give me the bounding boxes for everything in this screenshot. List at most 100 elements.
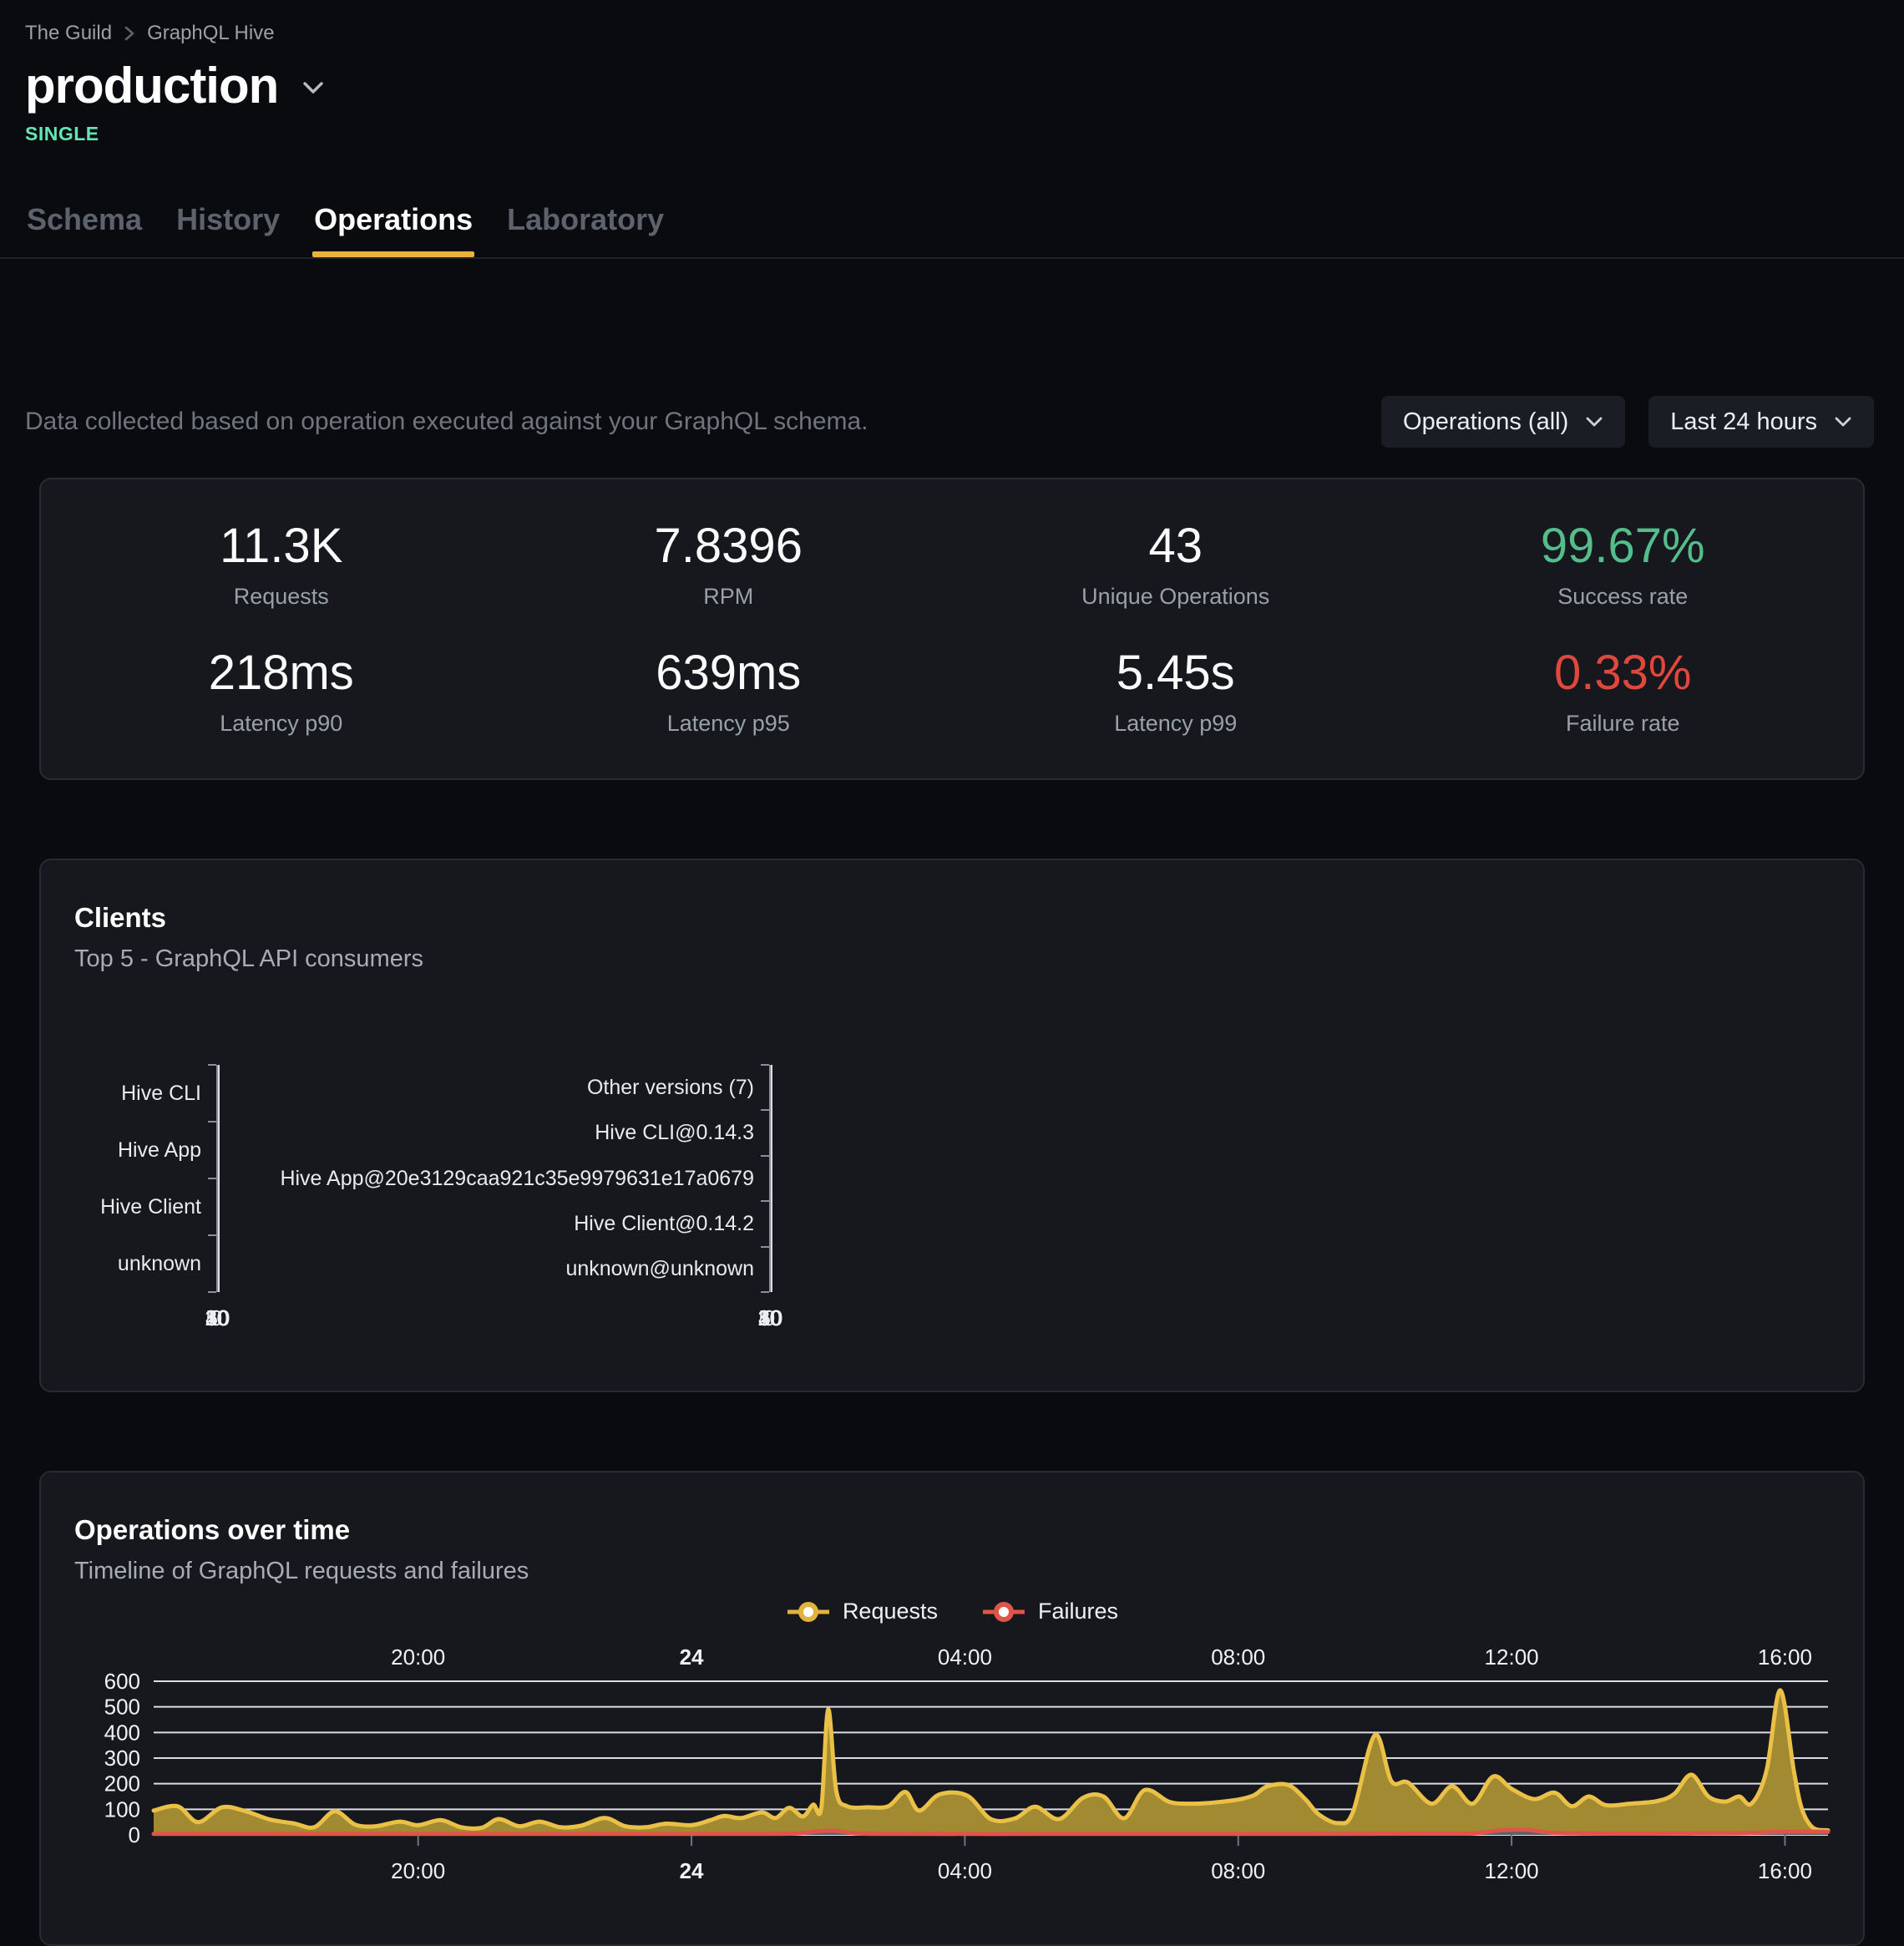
x-tick-label: 0 [210,1305,223,1330]
timeline-chart: 0 100 200 300 400 500 600 20:00 20:00 24 24 04:00 04… [74,1643,1831,1898]
bar-category-label: unknown [117,1251,201,1275]
stat-label: Latency p99 [1114,711,1238,736]
controls-row: Data collected based on operation execut… [0,396,1904,448]
stat-label: Failure rate [1565,711,1680,736]
target-type-badge: SINGLE [25,123,99,144]
stats-panel: 11.3K Requests 7.8396 RPM 43 Unique Oper… [39,478,1865,780]
svg-text:600: 600 [104,1669,140,1694]
breadcrumb-project[interactable]: GraphQL Hive [147,22,275,44]
stat-failure-rate: 0.33% Failure rate [1400,645,1847,737]
bar-category-label: Hive CLI@0.14.3 [595,1121,754,1145]
svg-text:12:00: 12:00 [1485,1644,1539,1670]
stat-latency-p90: 218ms Latency p90 [58,645,505,737]
clients-title: Clients [74,902,167,933]
x-tick-label: 30 [205,1305,230,1330]
stat-success-rate: 99.67% Success rate [1400,518,1847,610]
axis-tick [208,1234,216,1236]
tab-schema[interactable]: Schema [25,202,144,257]
svg-text:300: 300 [104,1746,140,1771]
stat-label: RPM [703,584,754,609]
svg-text:0: 0 [129,1822,140,1847]
chevron-down-icon [1586,417,1603,427]
bar-category-label: Hive Client [100,1194,201,1219]
stat-value: 7.8396 [654,519,803,573]
axis-tick [761,1245,769,1248]
bar-category-label: Hive App [117,1138,201,1162]
operations-filter-value: Operations (all) [1403,408,1569,435]
gridline [218,1065,220,1292]
time-range-dropdown[interactable]: Last 24 hours [1648,396,1874,448]
operations-subtitle: Timeline of GraphQL requests and failure… [74,1558,529,1584]
svg-text:20:00: 20:00 [391,1858,445,1883]
svg-text:400: 400 [104,1720,140,1745]
axis-tick [208,1064,216,1066]
stat-latency-p95: 639ms Latency p95 [505,645,953,737]
stat-label: Requests [233,584,329,609]
bar-category-label: Other versions (7) [586,1075,754,1099]
data-collection-note: Data collected based on operation execut… [25,408,868,435]
legend-item-failures[interactable]: Failures [981,1599,1118,1624]
x-tick-label: 20 [757,1305,782,1330]
svg-text:20:00: 20:00 [391,1644,445,1670]
axis-tick [208,1121,216,1122]
x-tick-label: 10 [204,1305,229,1330]
axis-tick [761,1109,769,1112]
operations-title: Operations over time [74,1514,351,1545]
stat-value: 639ms [656,646,802,700]
page-title: production [25,58,279,114]
requests-series-marker-icon [787,1601,829,1622]
clients-by-name-bar-chart: Hive CLI Hive App Hive Client unknown 0 10 20 3… [74,1064,230,1344]
breadcrumb: The Guild GraphQL Hive [25,22,1879,45]
tab-history[interactable]: History [175,202,281,257]
svg-text:24: 24 [680,1858,704,1883]
tab-bar: Schema History Operations Laboratory [25,202,1879,257]
axis-tick [761,1291,769,1293]
stat-value: 43 [1148,519,1203,573]
stat-value: 11.3K [220,519,343,573]
axis-tick [761,1154,769,1157]
stat-unique-operations: 43 Unique Operations [952,518,1400,610]
x-tick-label: 10 [757,1305,782,1330]
svg-text:08:00: 08:00 [1211,1644,1265,1670]
tab-laboratory[interactable]: Laboratory [505,202,666,257]
svg-text:16:00: 16:00 [1758,1644,1812,1670]
stat-value: 5.45s [1116,646,1235,700]
svg-text:04:00: 04:00 [938,1644,992,1670]
breadcrumb-org[interactable]: The Guild [25,22,113,44]
filters: Operations (all) Last 24 hours [1381,396,1874,448]
legend-item-requests[interactable]: Requests [786,1599,938,1624]
operations-filter-dropdown[interactable]: Operations (all) [1381,396,1626,448]
operations-over-time-panel: Operations over time Timeline of GraphQL… [39,1471,1865,1946]
target-selector-chevron-down-icon[interactable] [300,79,327,100]
time-range-value: Last 24 hours [1670,408,1817,435]
stat-label: Latency p90 [220,711,343,736]
stat-label: Latency p95 [666,711,790,736]
svg-text:16:00: 16:00 [1758,1858,1812,1883]
x-tick-label: 30 [757,1305,782,1330]
axis-tick [761,1064,769,1066]
svg-text:12:00: 12:00 [1485,1858,1539,1883]
x-tick-label: 50 [758,1305,783,1330]
clients-by-version-bar-chart: Other versions (7) Hive CLI@0.14.3 Hive Ap… [280,1064,782,1344]
clients-subtitle: Top 5 - GraphQL API consumers [74,945,424,972]
tab-operations[interactable]: Operations [312,202,475,257]
x-tick-label: 50 [205,1305,230,1330]
legend-label: Requests [842,1599,939,1624]
stat-label: Unique Operations [1081,584,1270,609]
svg-text:500: 500 [104,1695,140,1720]
svg-text:100: 100 [104,1797,140,1822]
bar-category-label: unknown@unknown [565,1257,754,1281]
svg-text:200: 200 [104,1771,140,1797]
timeline-legend: Requests Failures [74,1599,1830,1624]
stat-requests: 11.3K Requests [58,518,505,610]
x-tick-label: 40 [758,1305,783,1330]
axis-tick [761,1200,769,1203]
clients-panel: Clients Top 5 - GraphQL API consumers Hi… [39,859,1865,1392]
stat-value: 0.33% [1554,646,1692,700]
chevron-down-icon [1835,417,1851,427]
axis-tick [208,1178,216,1179]
page-header: The Guild GraphQL Hive production SINGLE… [0,0,1904,259]
requests-area [154,1690,1828,1835]
